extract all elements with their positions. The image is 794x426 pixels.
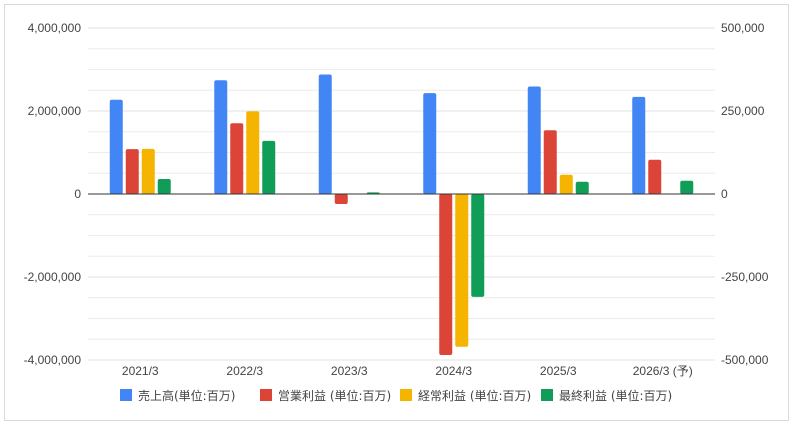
legend-label: 営業利益 (単位:百万) (278, 388, 391, 403)
bar (334, 194, 348, 204)
y-left-tick-label: 2,000,000 (28, 104, 82, 118)
x-tick-label: 2025/3 (540, 364, 577, 378)
legend: 売上高(単位:百万) 営業利益 (単位:百万) 経常利益 (単位:百万) 最終利益 (… (120, 388, 672, 403)
bar (559, 174, 573, 194)
bar (157, 179, 171, 194)
bar (246, 111, 260, 194)
bar (543, 130, 557, 194)
bar (680, 180, 694, 194)
bar (214, 80, 228, 194)
y-left-tick-label: -4,000,000 (24, 353, 82, 367)
x-tick-label: 2024/3 (435, 364, 472, 378)
legend-swatch (260, 389, 272, 401)
bar (141, 148, 155, 194)
bar (648, 159, 662, 194)
bar (423, 93, 437, 194)
bars (109, 74, 694, 356)
y-left-tick-label: -2,000,000 (24, 270, 82, 284)
x-tick-label: 2026/3 (予) (633, 364, 693, 378)
series-4 (157, 140, 694, 297)
y-left-tick-label: 4,000,000 (28, 21, 82, 35)
y-left-tick-label: 0 (74, 187, 81, 201)
legend-swatch (400, 389, 412, 401)
y-axis-left: 4,000,000 2,000,000 0 -2,000,000 -4,000,000 (24, 21, 82, 367)
legend-label: 経常利益 (単位:百万) (418, 388, 531, 403)
legend-item: 最終利益 (単位:百万) (541, 388, 672, 403)
legend-label: 売上高(単位:百万) (138, 388, 235, 403)
series-3 (141, 111, 573, 347)
y-right-tick-label: 0 (721, 187, 728, 201)
bar (527, 86, 541, 194)
y-right-tick-label: -500,000 (721, 353, 769, 367)
legend-item: 経常利益 (単位:百万) (400, 388, 531, 403)
bar (471, 194, 485, 297)
legend-item: 売上高(単位:百万) (120, 388, 235, 403)
legend-label: 最終利益 (単位:百万) (559, 388, 672, 403)
legend-swatch (120, 389, 132, 401)
x-tick-label: 2023/3 (331, 364, 368, 378)
legend-item: 営業利益 (単位:百万) (260, 388, 391, 403)
x-tick-label: 2022/3 (226, 364, 263, 378)
bar (125, 149, 139, 194)
y-right-tick-label: 250,000 (721, 104, 765, 118)
bar (439, 194, 453, 356)
x-tick-label: 2021/3 (122, 364, 159, 378)
bar (575, 181, 589, 194)
bar (230, 123, 244, 194)
bar (455, 194, 469, 347)
bar (262, 140, 276, 194)
bar (318, 74, 332, 194)
bar (632, 96, 646, 194)
legend-swatch (541, 389, 553, 401)
chart-frame (4, 4, 789, 421)
y-axis-right: 500,000 250,000 0 -250,000 -500,000 (721, 21, 769, 367)
y-right-tick-label: -250,000 (721, 270, 769, 284)
y-right-tick-label: 500,000 (721, 21, 765, 35)
bar (109, 99, 123, 194)
series-2 (125, 123, 662, 356)
series-1 (109, 74, 646, 194)
x-axis: 2021/3 2022/3 2023/3 2024/3 2025/3 2026/3 (予) (122, 364, 693, 378)
